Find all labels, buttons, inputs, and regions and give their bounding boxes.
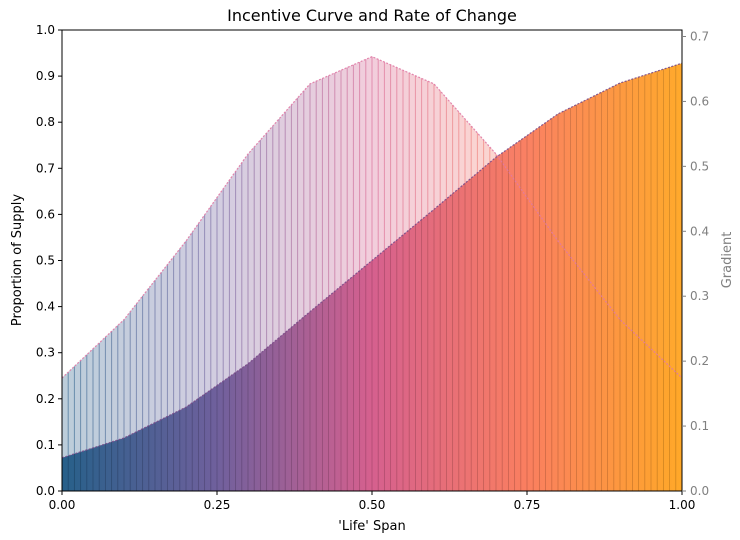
y2-tick-label: 0.4 [690, 224, 709, 238]
x-tick-label: 1.00 [669, 498, 696, 512]
gradient-line [62, 55, 682, 379]
y-tick-label: 0.2 [36, 392, 55, 406]
y-tick-label: 0.6 [36, 207, 55, 221]
y-tick-label: 0.0 [36, 484, 55, 498]
y-tick-label: 0.3 [36, 346, 55, 360]
y-tick-label: 0.7 [36, 161, 55, 175]
x-axis-title: 'Life' Span [338, 519, 405, 534]
y2-axis-title: Gradient [720, 232, 735, 289]
cumulative-line [62, 62, 682, 459]
y-tick-label: 0.9 [36, 69, 55, 83]
y2-tick-label: 0.5 [690, 159, 709, 173]
chart-title: Incentive Curve and Rate of Change [227, 6, 517, 25]
y-tick-label: 1.0 [36, 23, 55, 37]
x-tick-label: 0.50 [359, 498, 386, 512]
y2-tick-label: 0.0 [690, 484, 709, 498]
y2-tick-label: 0.6 [690, 94, 709, 108]
y2-tick-label: 0.2 [690, 354, 709, 368]
x-tick-label: 0.00 [49, 498, 76, 512]
y-tick-label: 0.5 [36, 254, 55, 268]
y-axis-title: Proportion of Supply [10, 194, 25, 326]
y-tick-label: 0.8 [36, 115, 55, 129]
y-tick-label: 0.4 [36, 300, 55, 314]
y2-tick-label: 0.1 [690, 419, 709, 433]
y2-tick-label: 0.3 [690, 289, 709, 303]
y-tick-label: 0.1 [36, 438, 55, 452]
y2-tick-label: 0.7 [690, 29, 709, 43]
x-tick-label: 0.25 [204, 498, 231, 512]
x-tick-label: 0.75 [514, 498, 541, 512]
